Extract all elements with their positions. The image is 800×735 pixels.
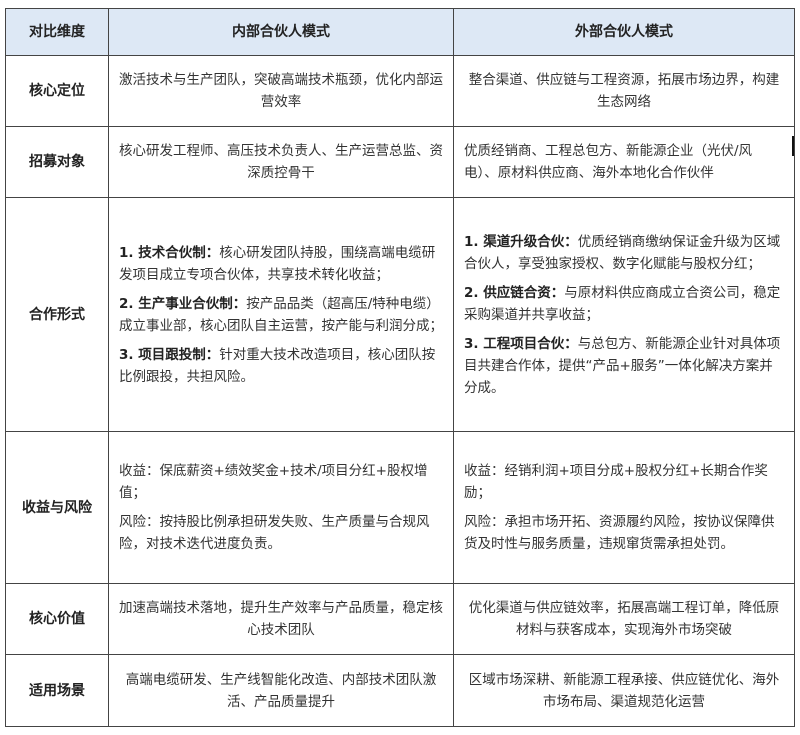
row-dimension: 适用场景 bbox=[5, 654, 109, 727]
item: 2. 供应链合资：与原材料供应商成立合资公司，稳定采购渠道并共享收益； bbox=[464, 282, 784, 326]
external-cell: 整合渠道、供应链与工程资源，拓展市场边界，构建生态网络 bbox=[453, 55, 795, 127]
item-title: 2. 生产事业合伙制： bbox=[119, 295, 247, 312]
row-dimension: 收益与风险 bbox=[5, 431, 109, 584]
item: 1. 技术合伙制：核心研发团队持股，围绕高端电缆研发项目成立专项合伙体，共享技术… bbox=[119, 242, 443, 286]
row-dimension: 核心价值 bbox=[5, 583, 109, 655]
item-text: 与原材料供应商成立合资公司，稳定采购渠道并共享收益； bbox=[464, 284, 781, 323]
item-title: 3. 工程项目合伙： bbox=[464, 335, 578, 352]
external-cell: 区域市场深耕、新能源工程承接、供应链优化、海外市场布局、渠道规范化运营 bbox=[453, 654, 795, 727]
item-title: 3. 项目跟投制： bbox=[119, 346, 220, 363]
table-row: 收益与风险 收益：保底薪资+绩效奖金+技术/项目分红+股权增值； 风险：按持股比… bbox=[5, 431, 795, 584]
table-row: 招募对象 核心研发工程师、高压技术负责人、生产运营总监、资深质控骨干 优质经销商… bbox=[5, 126, 795, 198]
internal-cell: 加速高端技术落地，提升生产效率与产品质量，稳定核心技术团队 bbox=[108, 583, 454, 655]
row-dimension: 合作形式 bbox=[5, 197, 109, 432]
table-row: 适用场景 高端电缆研发、生产线智能化改造、内部技术团队激活、产品质量提升 区域市… bbox=[5, 654, 795, 727]
revenue-text: 收益：保底薪资+绩效奖金+技术/项目分红+股权增值； bbox=[119, 463, 428, 501]
item: 2. 生产事业合伙制：按产品品类（超高压/特种电缆）成立事业部，核心团队自主运营… bbox=[119, 293, 443, 337]
item-text: 优质经销商缴纳保证金升级为区域合伙人，享受独家授权、数字化赋能与股权分红； bbox=[464, 233, 781, 272]
item-text: 按产品品类（超高压/特种电缆）成立事业部，核心团队自主运营，按产能与利润分成； bbox=[119, 295, 443, 334]
header-internal: 内部合伙人模式 bbox=[108, 8, 454, 56]
item-title: 2. 供应链合资： bbox=[464, 284, 565, 301]
risk-text: 风险：按持股比例承担研发失败、生产质量与合规风险，对技术迭代进度负责。 bbox=[119, 514, 430, 552]
item-text: 核心研发团队持股，围绕高端电缆研发项目成立专项合伙体，共享技术转化收益； bbox=[119, 244, 436, 283]
internal-cell: 激活技术与生产团队，突破高端技术瓶颈，优化内部运营效率 bbox=[108, 55, 454, 127]
external-cell: 收益：经销利润+项目分成+股权分红+长期合作奖励； 风险：承担市场开拓、资源履约… bbox=[453, 431, 795, 584]
header-dimension: 对比维度 bbox=[5, 8, 109, 56]
table-row: 核心定位 激活技术与生产团队，突破高端技术瓶颈，优化内部运营效率 整合渠道、供应… bbox=[5, 55, 795, 127]
item-text: 针对重大技术改造项目，核心团队按比例跟投，共担风险。 bbox=[119, 346, 436, 385]
header-row: 对比维度 内部合伙人模式 外部合伙人模式 bbox=[5, 8, 795, 56]
row-dimension: 招募对象 bbox=[5, 126, 109, 198]
external-cell: 优质经销商、工程总包方、新能源企业（光伏/风电）、原材料供应商、海外本地化合作伙… bbox=[453, 126, 795, 198]
internal-cell: 收益：保底薪资+绩效奖金+技术/项目分红+股权增值； 风险：按持股比例承担研发失… bbox=[108, 431, 454, 584]
item: 3. 工程项目合伙：与总包方、新能源企业针对具体项目共建合作体，提供“产品+服务… bbox=[464, 333, 784, 399]
external-cell: 1. 渠道升级合伙：优质经销商缴纳保证金升级为区域合伙人，享受独家授权、数字化赋… bbox=[453, 197, 795, 432]
item-text: 与总包方、新能源企业针对具体项目共建合作体，提供“产品+服务”一体化解决方案并分… bbox=[464, 335, 781, 396]
cursor-mark bbox=[792, 136, 794, 156]
header-external: 外部合伙人模式 bbox=[453, 8, 795, 56]
internal-cell: 高端电缆研发、生产线智能化改造、内部技术团队激活、产品质量提升 bbox=[108, 654, 454, 727]
revenue-text: 收益：经销利润+项目分成+股权分红+长期合作奖励； bbox=[464, 463, 768, 501]
comparison-table: 对比维度 内部合伙人模式 外部合伙人模式 核心定位 激活技术与生产团队，突破高端… bbox=[5, 8, 795, 727]
item: 1. 渠道升级合伙：优质经销商缴纳保证金升级为区域合伙人，享受独家授权、数字化赋… bbox=[464, 231, 784, 275]
row-dimension: 核心定位 bbox=[5, 55, 109, 127]
table-row: 合作形式 1. 技术合伙制：核心研发团队持股，围绕高端电缆研发项目成立专项合伙体… bbox=[5, 197, 795, 432]
item: 3. 项目跟投制：针对重大技术改造项目，核心团队按比例跟投，共担风险。 bbox=[119, 344, 443, 388]
internal-cell: 核心研发工程师、高压技术负责人、生产运营总监、资深质控骨干 bbox=[108, 126, 454, 198]
external-cell: 优化渠道与供应链效率，拓展高端工程订单，降低原材料与获客成本，实现海外市场突破 bbox=[453, 583, 795, 655]
item-title: 1. 渠道升级合伙： bbox=[464, 233, 578, 250]
risk-text: 风险：承担市场开拓、资源履约风险，按协议保障供货及时性与服务质量，违规窜货需承担… bbox=[464, 514, 775, 552]
internal-cell: 1. 技术合伙制：核心研发团队持股，围绕高端电缆研发项目成立专项合伙体，共享技术… bbox=[108, 197, 454, 432]
item-title: 1. 技术合伙制： bbox=[119, 244, 220, 261]
table-row: 核心价值 加速高端技术落地，提升生产效率与产品质量，稳定核心技术团队 优化渠道与… bbox=[5, 583, 795, 655]
